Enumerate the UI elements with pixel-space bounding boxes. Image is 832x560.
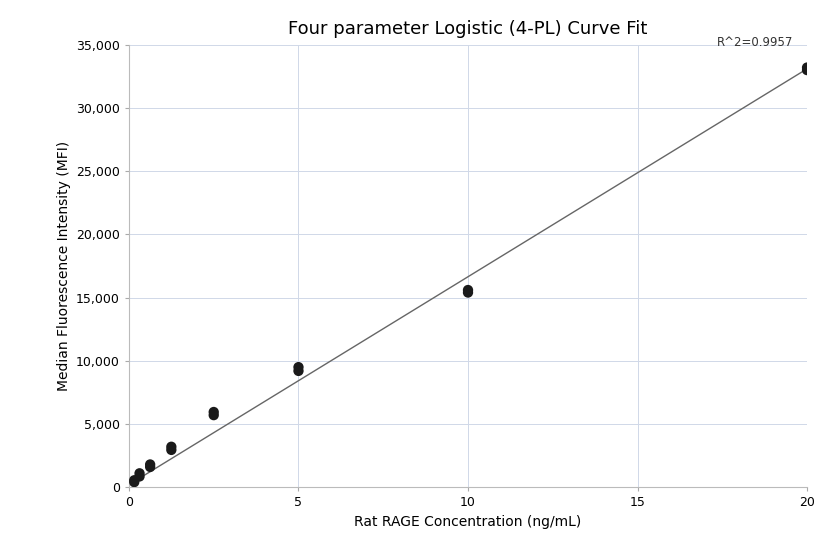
X-axis label: Rat RAGE Concentration (ng/mL): Rat RAGE Concentration (ng/mL) bbox=[354, 515, 582, 529]
Title: Four parameter Logistic (4-PL) Curve Fit: Four parameter Logistic (4-PL) Curve Fit bbox=[289, 20, 647, 38]
Point bbox=[800, 66, 814, 74]
Point bbox=[292, 366, 305, 375]
Point bbox=[133, 469, 146, 478]
Point bbox=[143, 463, 156, 472]
Point bbox=[127, 478, 141, 487]
Point bbox=[461, 286, 474, 295]
Point bbox=[207, 408, 220, 417]
Point bbox=[165, 445, 178, 454]
Point bbox=[461, 288, 474, 297]
Point bbox=[800, 63, 814, 72]
Point bbox=[292, 363, 305, 372]
Point bbox=[165, 442, 178, 451]
Y-axis label: Median Fluorescence Intensity (MFI): Median Fluorescence Intensity (MFI) bbox=[57, 141, 71, 391]
Point bbox=[133, 472, 146, 481]
Point bbox=[207, 410, 220, 419]
Point bbox=[127, 476, 141, 485]
Point bbox=[143, 460, 156, 469]
Text: R^2=0.9957: R^2=0.9957 bbox=[717, 36, 794, 49]
